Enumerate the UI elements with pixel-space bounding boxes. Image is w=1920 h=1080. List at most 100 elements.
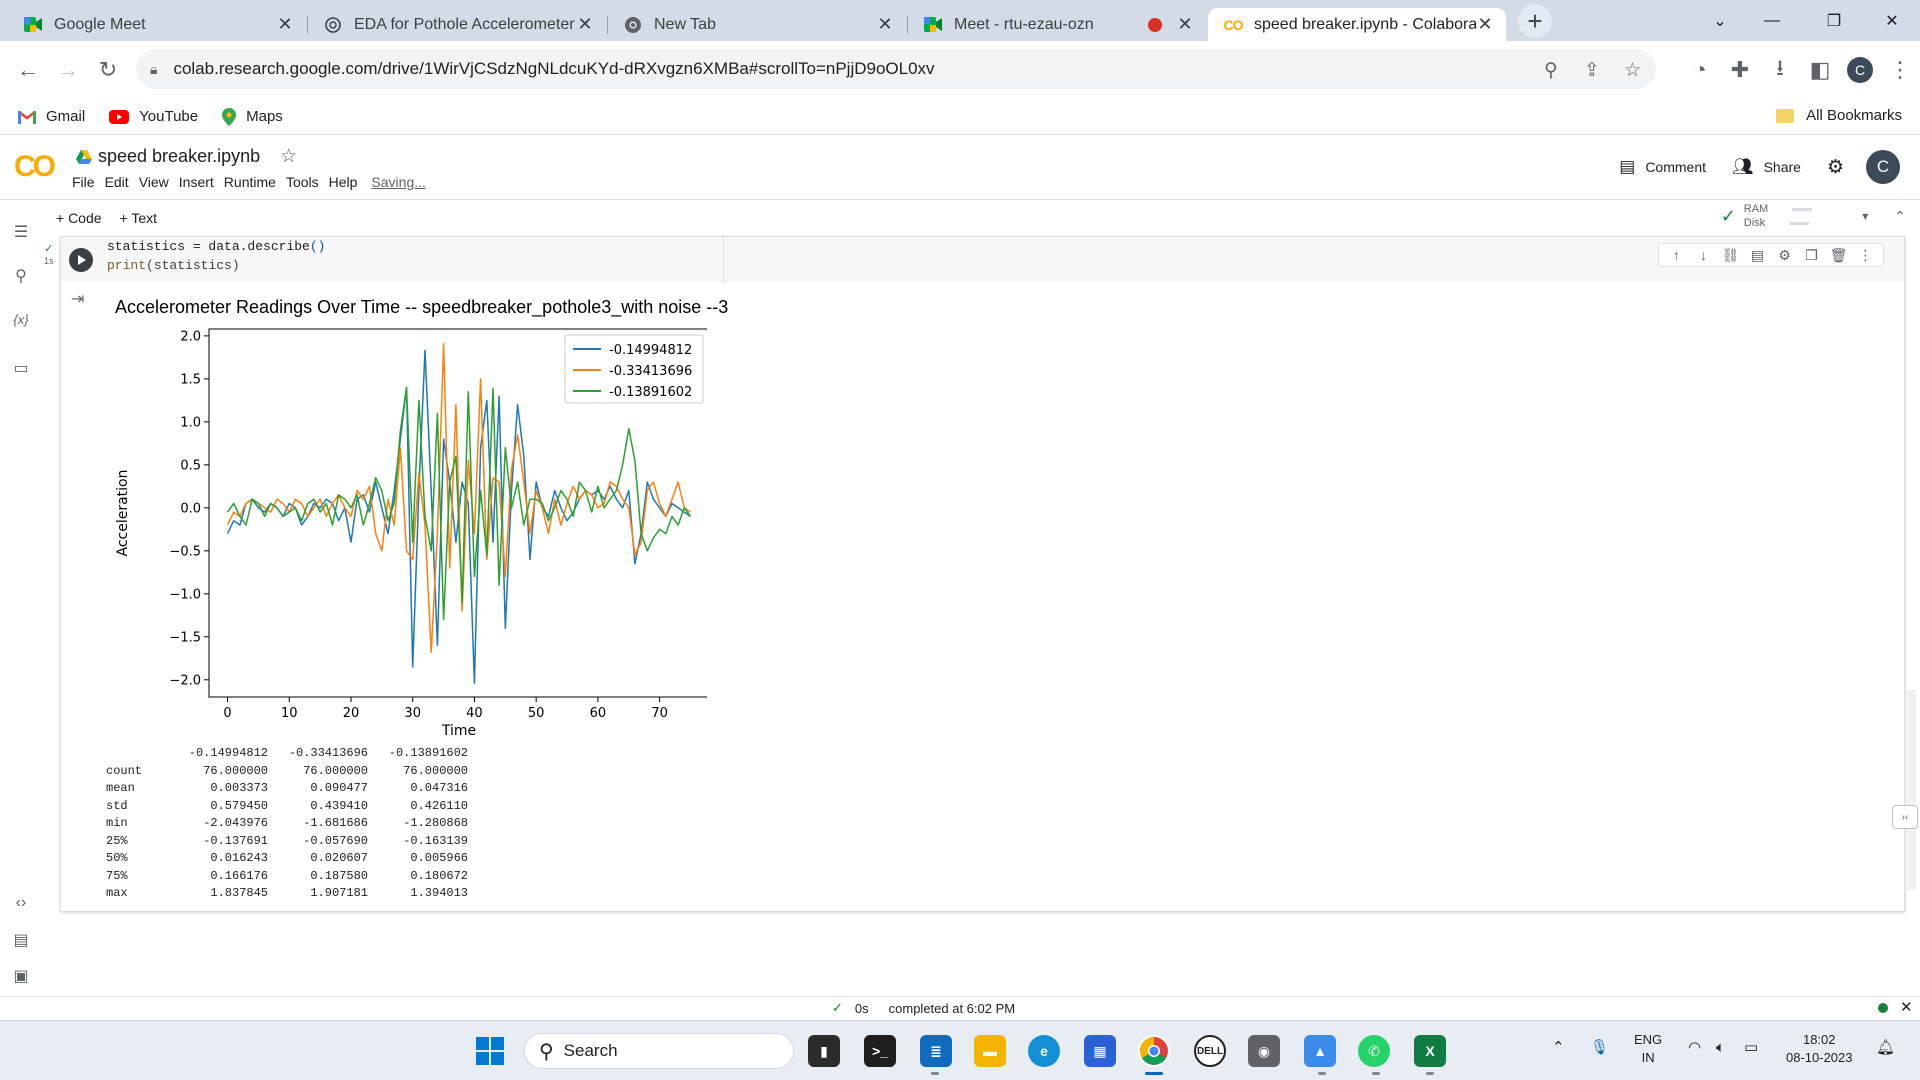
file-explorer-icon[interactable]: ▬ <box>974 1035 1006 1067</box>
performance-icon[interactable]: ◔ <box>1693 57 1707 82</box>
bookmark-maps[interactable]: Maps <box>222 107 283 126</box>
tray-overflow-icon[interactable]: ⌃ <box>1552 1039 1565 1056</box>
avatar[interactable]: C <box>1866 150 1900 184</box>
settings-icon[interactable]: ⚙ <box>1778 246 1791 263</box>
extensions-icon[interactable]: ✚ <box>1730 57 1750 82</box>
collapse-icon[interactable]: ⌃ <box>1894 207 1906 224</box>
profile-button[interactable]: C <box>1840 50 1880 90</box>
menu-tools[interactable]: Tools <box>285 174 319 190</box>
download-icon[interactable]: ⭳ <box>1776 55 1784 80</box>
forward-icon[interactable]: → <box>57 57 79 82</box>
address-bar[interactable]: 🔒︎ colab.research.google.com/drive/1WirV… <box>136 49 1656 89</box>
zoom-icon[interactable]: ⚲ <box>1544 60 1558 81</box>
files-icon[interactable]: ▭ <box>13 360 29 377</box>
browser-tab-new-tab[interactable]: New Tab ✕ <box>608 8 908 41</box>
side-panel-icon[interactable]: ◧ <box>1809 57 1831 82</box>
move-up-icon[interactable]: ↑ <box>1673 247 1680 263</box>
cell-editor[interactable]: statistics = data.describe() print(stati… <box>61 237 1904 283</box>
browser-tab-colab[interactable]: CO speed breaker.ipynb - Colaborat ✕ <box>1208 8 1506 41</box>
microsoft-store-icon[interactable]: ▦ <box>1084 1035 1116 1067</box>
command-palette-icon[interactable]: ▤ <box>13 932 29 949</box>
comment-icon[interactable]: ▤ <box>1750 246 1765 263</box>
notifications-icon[interactable]: 🔔︎ <box>1876 1039 1896 1056</box>
chrome-app-icon[interactable] <box>1138 1035 1170 1067</box>
x-tick-label: 50 <box>528 706 545 721</box>
reload-icon[interactable]: ↻ <box>98 57 118 82</box>
browser-tab-eda[interactable]: EDA for Pothole Accelerometer D ✕ <box>308 8 608 41</box>
windows-start-icon[interactable] <box>474 1035 506 1067</box>
dell-app-icon[interactable]: DELL <box>1194 1035 1226 1067</box>
share-button[interactable]: 👥︎ Share <box>1732 157 1801 177</box>
browser-tab-strip: Google Meet ✕ EDA for Pothole Accelerome… <box>0 0 1920 41</box>
task-view-icon[interactable]: ▮ <box>808 1035 840 1067</box>
close-icon[interactable]: ✕ <box>277 14 293 34</box>
resource-monitor[interactable]: ✓ RAM Disk ▾ ⌃ <box>1721 202 1914 230</box>
bookmark-youtube[interactable]: YouTube <box>109 108 198 125</box>
terminal-app-icon[interactable]: >_ <box>864 1035 896 1067</box>
search-icon[interactable]: ⚲ <box>15 268 27 285</box>
menu-view[interactable]: View <box>138 174 169 190</box>
wifi-icon[interactable]: ◠ <box>1688 1039 1702 1056</box>
notebook-name[interactable]: speed breaker.ipynb <box>98 146 261 166</box>
move-down-icon[interactable]: ↓ <box>1700 247 1707 263</box>
chevron-down-icon[interactable]: ▾ <box>1862 209 1869 223</box>
output-menu-icon[interactable]: ⇥ <box>71 291 85 308</box>
more-icon[interactable]: ⋮ <box>1858 246 1873 263</box>
volume-icon[interactable]: 🔈︎ <box>1716 1039 1726 1056</box>
photos-app-icon[interactable]: ▲ <box>1304 1035 1336 1067</box>
back-icon[interactable]: ← <box>17 57 39 82</box>
code-text[interactable]: statistics = data.describe() print(stati… <box>107 237 325 275</box>
bookmark-gmail[interactable]: Gmail <box>18 108 85 125</box>
add-code-button[interactable]: + Code <box>56 210 102 226</box>
tab-search-icon[interactable]: ⌄ <box>1713 12 1727 30</box>
all-bookmarks-button[interactable]: All Bookmarks <box>1776 107 1902 124</box>
camera-app-icon[interactable]: ◉ <box>1248 1035 1280 1067</box>
excel-app-icon[interactable]: X <box>1414 1035 1446 1067</box>
battery-icon[interactable]: ▭ <box>1744 1039 1759 1056</box>
share-page-icon[interactable]: ⇪ <box>1584 60 1600 81</box>
save-status[interactable]: Saving... <box>371 174 426 190</box>
menu-insert[interactable]: Insert <box>178 174 214 190</box>
star-icon[interactable]: ☆ <box>280 146 298 167</box>
terminal-icon[interactable]: ▣ <box>13 968 29 985</box>
window-close-icon[interactable]: ✕ <box>1885 12 1899 30</box>
settings-icon[interactable]: ⚙ <box>1826 156 1844 178</box>
menu-file[interactable]: File <box>72 174 95 190</box>
table-of-contents-icon[interactable]: ☰ <box>13 224 29 241</box>
close-icon[interactable]: ✕ <box>1177 14 1193 34</box>
close-icon[interactable]: ✕ <box>577 14 593 34</box>
clock[interactable]: 18:02 08-10-2023 <box>1786 1031 1853 1067</box>
row-label: 25% <box>106 833 128 848</box>
run-cell-button[interactable] <box>69 248 93 272</box>
close-icon[interactable]: ✕ <box>1477 14 1493 34</box>
link-icon[interactable]: ⛓ <box>1721 246 1740 263</box>
whatsapp-app-icon[interactable]: ✆ <box>1358 1035 1390 1067</box>
scrollbar[interactable] <box>1906 690 1916 890</box>
bookmark-star-icon[interactable]: ☆ <box>1624 60 1642 81</box>
colab-logo[interactable]: CO <box>14 150 56 183</box>
code-snippets-icon[interactable]: ‹› <box>15 894 27 911</box>
close-icon[interactable]: ✕ <box>1900 999 1913 1016</box>
close-icon[interactable]: ✕ <box>877 14 893 34</box>
restore-icon[interactable]: ❐ <box>1826 12 1842 30</box>
expand-panel-icon[interactable]: ›‹ <box>1892 805 1918 829</box>
browser-tab-meet-call[interactable]: Meet - rtu-ezau-ozn ✕ <box>908 8 1206 41</box>
execution-summary[interactable]: ✓ 0s completed at 6:02 PM <box>832 1000 1015 1016</box>
variables-icon[interactable]: {x} <box>13 312 29 327</box>
browser-tab-google-meet[interactable]: Google Meet ✕ <box>8 8 308 41</box>
microphone-icon[interactable]: 🎙︎ <box>1590 1039 1610 1056</box>
delete-icon[interactable]: 🗑︎ <box>1829 246 1848 263</box>
more-menu-icon[interactable]: ⋮ <box>1889 57 1911 82</box>
new-tab-button[interactable]: + <box>1518 4 1552 38</box>
edge-browser-icon[interactable]: e <box>1028 1035 1060 1067</box>
mirror-cell-icon[interactable]: ❐ <box>1805 246 1818 263</box>
comment-button[interactable]: ▤ Comment <box>1619 157 1706 177</box>
taskbar-search[interactable]: ⚲ Search <box>524 1033 794 1069</box>
minimize-icon[interactable]: — <box>1764 11 1780 29</box>
menu-help[interactable]: Help <box>328 174 358 190</box>
notepad-app-icon[interactable]: ≣ <box>920 1035 952 1067</box>
menu-edit[interactable]: Edit <box>104 174 129 190</box>
add-text-button[interactable]: + Text <box>119 210 158 226</box>
language-indicator[interactable]: ENG IN <box>1634 1031 1662 1067</box>
menu-runtime[interactable]: Runtime <box>223 174 276 190</box>
